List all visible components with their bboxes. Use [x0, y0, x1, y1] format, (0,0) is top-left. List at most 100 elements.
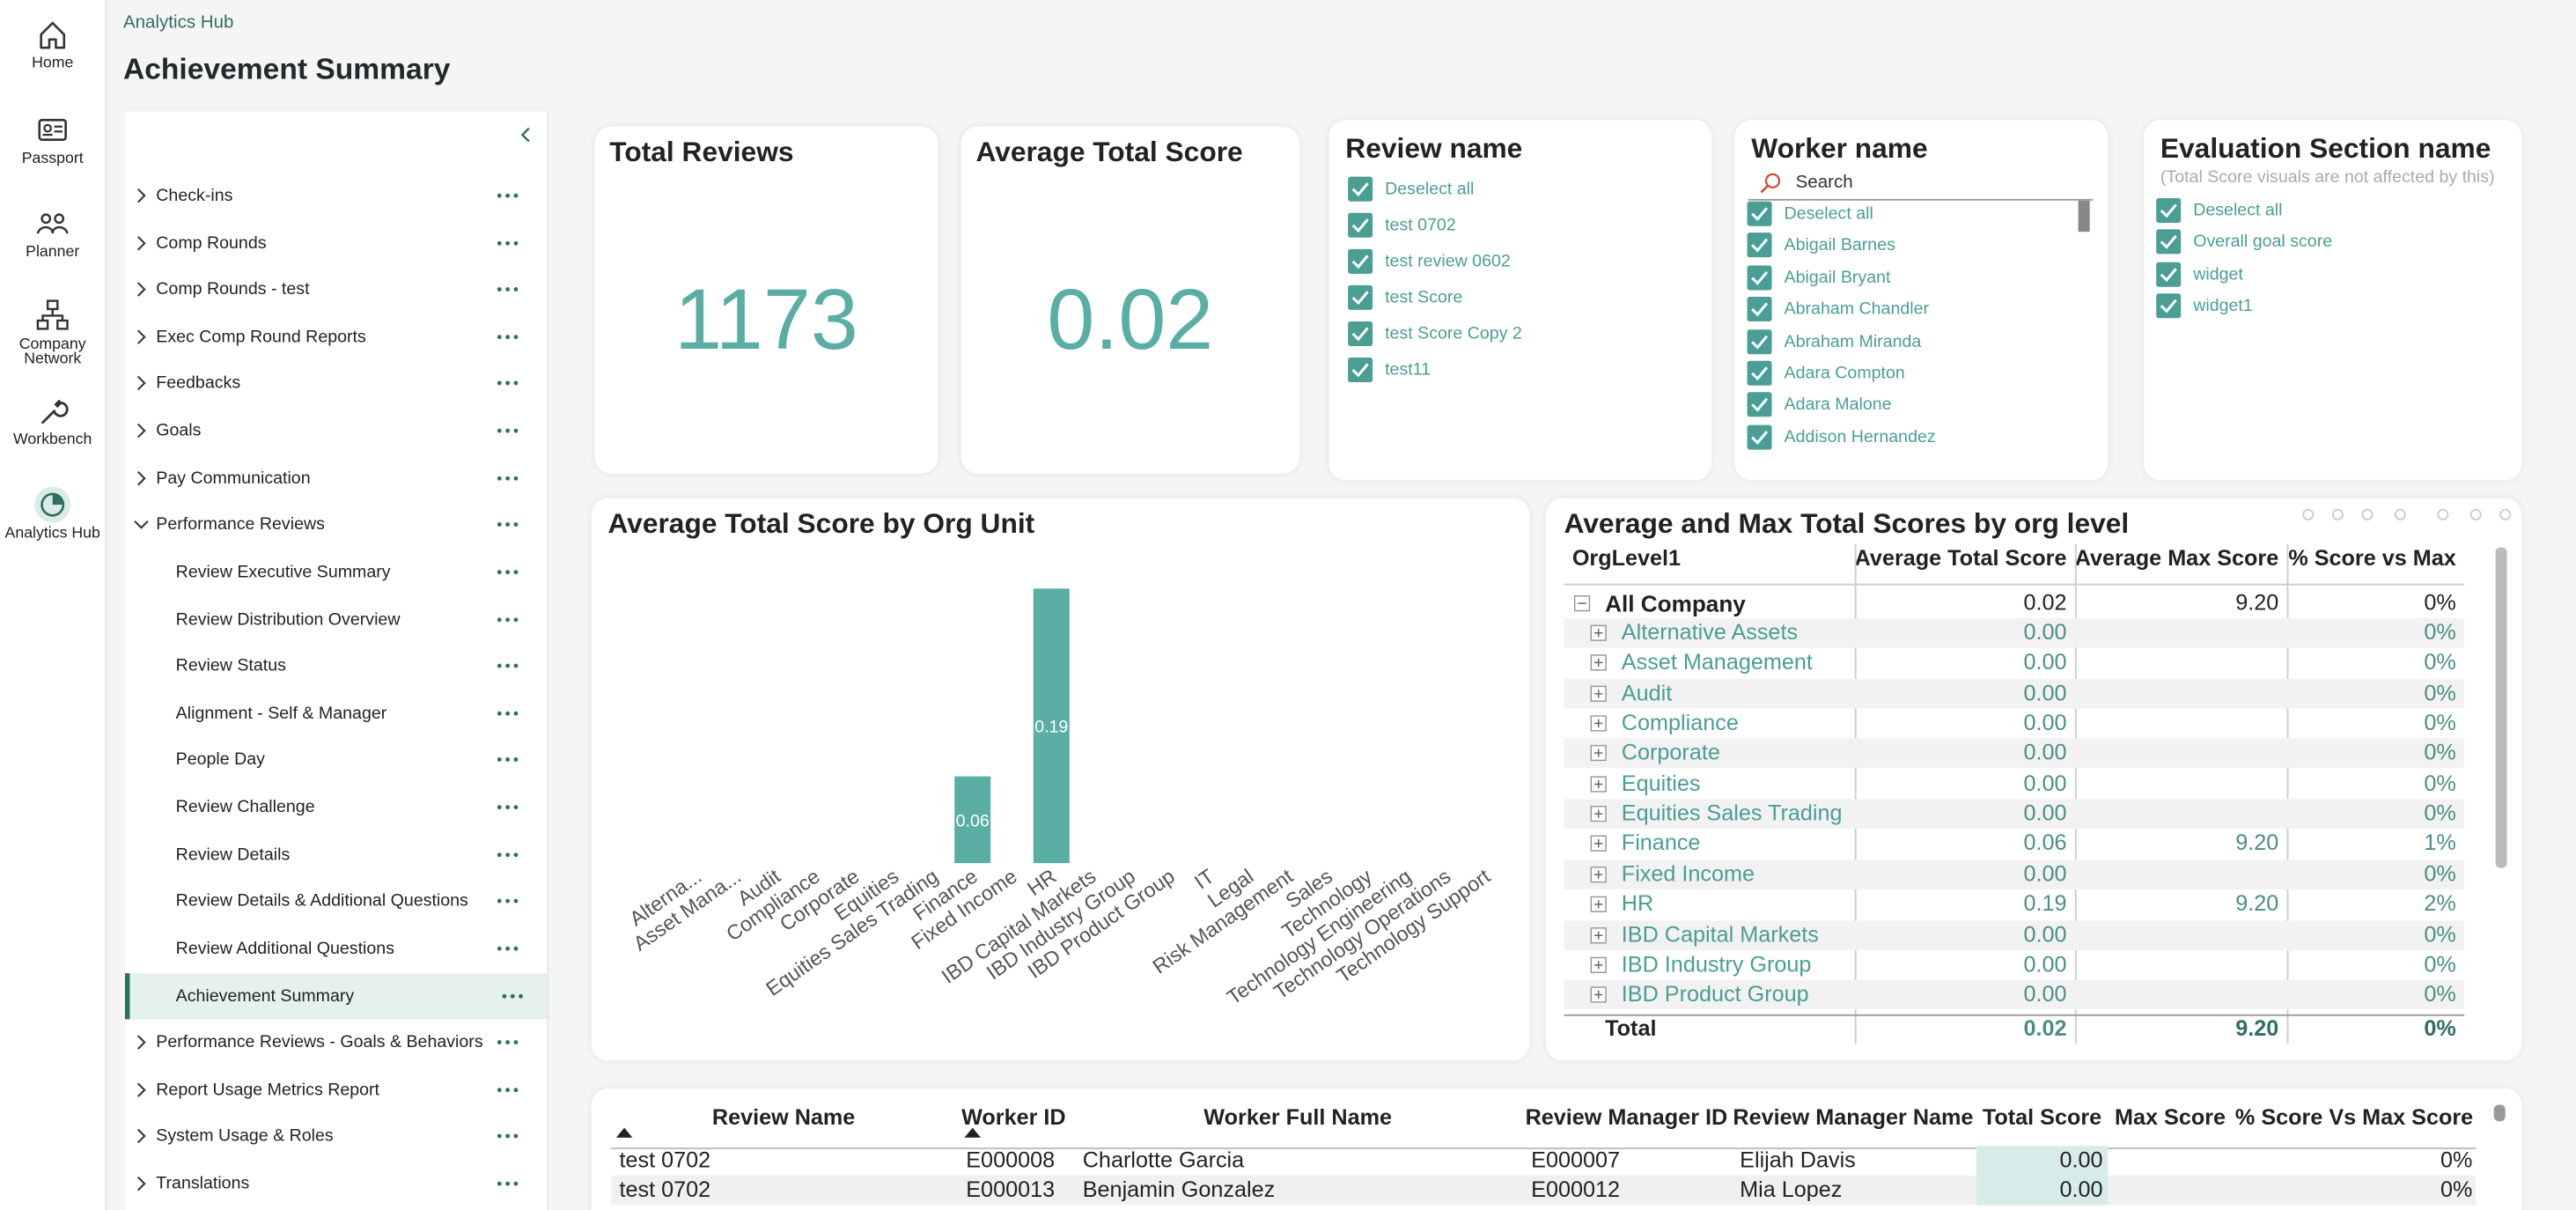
report-label[interactable]: Check-ins	[156, 185, 233, 206]
checkbox[interactable]	[1347, 321, 1373, 347]
report-label[interactable]: Review Status	[175, 656, 286, 676]
slicer-item[interactable]: Deselect all	[1385, 179, 1475, 199]
slicer-item[interactable]: test11	[1385, 359, 1432, 380]
slicer-item[interactable]: Abraham Miranda	[1784, 331, 1922, 351]
report-item[interactable]: Alignment - Self & Manager	[125, 690, 548, 736]
expand-toggle[interactable]	[1590, 896, 1607, 913]
report-item[interactable]: Performance Reviews	[125, 502, 548, 548]
expand-toggle[interactable]	[1590, 956, 1607, 973]
expand-toggle[interactable]	[1590, 926, 1607, 943]
column-header[interactable]: Review Manager ID	[1525, 1104, 1728, 1130]
report-label[interactable]: Translations	[156, 1173, 250, 1194]
checkbox[interactable]	[1347, 284, 1373, 311]
checkbox[interactable]	[1747, 264, 1773, 291]
breadcrumb[interactable]: Analytics Hub	[122, 12, 234, 33]
column-header[interactable]: Worker Full Name	[1203, 1104, 1393, 1130]
column-header[interactable]: Worker ID	[961, 1104, 1066, 1130]
report-label[interactable]: Exec Comp Round Reports	[156, 327, 366, 347]
nav-label[interactable]: Planner	[26, 243, 80, 262]
expand-toggle[interactable]	[1590, 836, 1607, 852]
report-item[interactable]: Review Status	[125, 643, 548, 689]
report-item[interactable]: Exec Comp Round Reports	[125, 314, 548, 359]
nav-label[interactable]: Passport	[21, 149, 84, 168]
report-item[interactable]: Report Usage Metrics Report	[125, 1066, 548, 1112]
report-item[interactable]: Comp Rounds - test	[125, 267, 548, 313]
checkbox[interactable]	[1347, 176, 1373, 203]
report-label[interactable]: Feedbacks	[156, 373, 241, 395]
slicer-item[interactable]: Abraham Chandler	[1784, 299, 1930, 320]
slicer-item[interactable]: Abigail Barnes	[1784, 235, 1895, 256]
slicer-item[interactable]: Adara Malone	[1784, 395, 1892, 416]
report-label[interactable]: Performance Reviews - Goals & Behaviors	[156, 1032, 483, 1053]
report-item[interactable]: Check-ins	[125, 173, 548, 218]
report-item[interactable]: Achievement Summary	[124, 972, 548, 1019]
column-header[interactable]: OrgLevel1	[1571, 545, 1682, 571]
checkbox[interactable]	[1347, 357, 1373, 383]
checkbox[interactable]	[1747, 296, 1773, 322]
checkbox[interactable]	[2155, 229, 2182, 255]
checkbox[interactable]	[1747, 232, 1773, 259]
report-label[interactable]: Comp Rounds - test	[156, 279, 310, 300]
report-item[interactable]: Goals	[125, 408, 548, 454]
column-header[interactable]: Average Total Score	[1854, 545, 2067, 571]
report-item[interactable]: Review Details	[125, 831, 548, 877]
checkbox[interactable]	[1747, 392, 1773, 418]
report-item[interactable]: Review Executive Summary	[125, 549, 548, 594]
nav-label[interactable]: Home	[32, 54, 74, 73]
column-header[interactable]: % Score vs Max	[2288, 545, 2456, 571]
report-item[interactable]: Review Details & Additional Questions	[125, 878, 548, 924]
report-label[interactable]: Review Details & Additional Questions	[175, 891, 468, 911]
expand-toggle[interactable]	[1590, 715, 1607, 732]
report-label[interactable]: Review Additional Questions	[175, 938, 395, 959]
search-input[interactable]: Search	[1795, 173, 1853, 193]
slicer-item[interactable]: Adara Compton	[1784, 363, 1905, 383]
nav-label[interactable]: Workbench	[13, 431, 92, 449]
report-label[interactable]: Pay Communication	[156, 468, 311, 488]
report-item[interactable]: Pay Communication	[125, 455, 548, 501]
report-item[interactable]: Review Distribution Overview	[125, 596, 548, 642]
column-header[interactable]: Total Score	[1982, 1104, 2102, 1130]
column-header[interactable]: % Score Vs Max Score	[2234, 1104, 2474, 1130]
report-item[interactable]: Translations	[125, 1161, 548, 1206]
report-item[interactable]: Review Challenge	[125, 785, 548, 830]
report-label[interactable]: System Usage & Roles	[156, 1126, 334, 1147]
checkbox[interactable]	[1347, 212, 1373, 239]
slicer-item[interactable]: test 0702	[1385, 215, 1456, 235]
checkbox[interactable]	[1747, 360, 1773, 387]
report-label[interactable]: People Day	[175, 750, 265, 771]
slicer-item[interactable]: Overall goal score	[2193, 232, 2333, 253]
report-label[interactable]: Achievement Summary	[175, 985, 355, 1006]
report-label[interactable]: Review Challenge	[175, 797, 315, 817]
column-header[interactable]: Review Manager Name	[1733, 1104, 1974, 1130]
report-label[interactable]: Goals	[156, 421, 202, 441]
report-label[interactable]: Review Distribution Overview	[175, 609, 401, 630]
report-label[interactable]: Performance Reviews	[156, 514, 325, 535]
slicer-item[interactable]: widget1	[2193, 296, 2253, 316]
report-label[interactable]: Alignment - Self & Manager	[175, 703, 387, 724]
slicer-item[interactable]: Abigail Bryant	[1784, 267, 1891, 288]
report-item[interactable]: System Usage & Roles	[125, 1114, 548, 1160]
checkbox[interactable]	[2155, 261, 2182, 287]
slicer-item[interactable]: test review 0602	[1385, 251, 1511, 272]
column-header[interactable]: Review Name	[711, 1104, 856, 1130]
expand-toggle[interactable]	[1590, 624, 1607, 641]
expand-toggle[interactable]	[1590, 654, 1607, 672]
slicer-item[interactable]: test Score Copy 2	[1385, 323, 1522, 344]
report-item[interactable]: Performance Reviews - Goals & Behaviors	[125, 1020, 548, 1066]
expand-toggle[interactable]	[1590, 866, 1607, 882]
nav-label[interactable]: Company Network	[18, 335, 86, 369]
expand-toggle[interactable]	[1573, 594, 1591, 612]
expand-toggle[interactable]	[1590, 745, 1607, 762]
report-item[interactable]: Review Additional Questions	[125, 926, 548, 971]
checkbox[interactable]	[2155, 293, 2182, 320]
slicer-item[interactable]: Deselect all	[1784, 203, 1873, 224]
checkbox[interactable]	[1747, 424, 1773, 450]
checkbox[interactable]	[1347, 248, 1373, 275]
report-label[interactable]: Review Details	[175, 844, 291, 865]
checkbox[interactable]	[1747, 201, 1773, 227]
report-label[interactable]: Report Usage Metrics Report	[156, 1080, 380, 1100]
checkbox[interactable]	[2155, 197, 2182, 224]
slicer-item[interactable]: Addison Hernandez	[1784, 427, 1936, 447]
column-header[interactable]: Max Score	[2115, 1104, 2226, 1130]
slicer-item[interactable]: test Score	[1385, 287, 1463, 308]
